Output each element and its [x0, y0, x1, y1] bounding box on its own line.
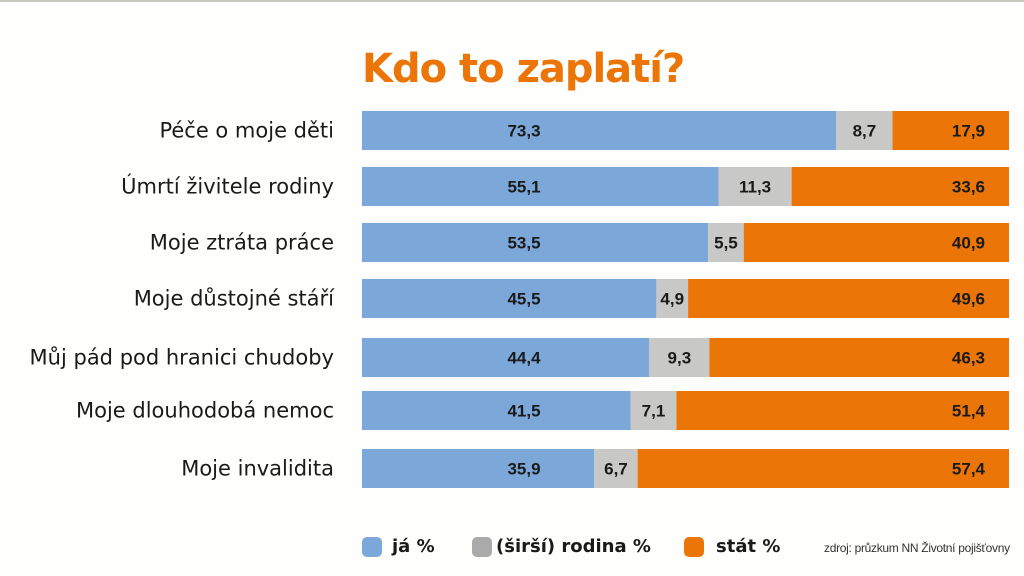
bar-stat-muj-pad-pod-hranici-chudoby: [709, 338, 1009, 377]
value-label-sirsi-rodina-umrti-zivitele-rodiny: 11,3: [739, 178, 771, 197]
legend-item-rodina: (širší) rodina %: [472, 536, 651, 557]
bar-stat-moje-invalidita: [637, 449, 1009, 488]
legend-label-stat: stát %: [716, 536, 781, 557]
value-label-ja-umrti-zivitele-rodiny: 55,1: [507, 178, 540, 197]
value-label-ja-moje-dustojne-stari: 45,5: [507, 290, 540, 309]
bar-sirsi-rodina-moje-dlouhodoba-nemoc: [630, 391, 677, 430]
value-label-sirsi-rodina-pece-o-moje-deti: 8,7: [853, 122, 877, 141]
bar-ja-pece-o-moje-deti: [362, 111, 837, 150]
bar-ja-moje-invalidita: [362, 449, 595, 488]
value-label-sirsi-rodina-moje-dustojne-stari: 4,9: [660, 290, 684, 309]
value-label-ja-moje-invalidita: 35,9: [507, 460, 540, 479]
legend: já % (širší) rodina % stát %: [362, 536, 1024, 560]
bar-stat-moje-ztrata-prace: [743, 223, 1009, 262]
legend-item-stat: stát %: [684, 536, 780, 557]
bar-sirsi-rodina-moje-ztrata-prace: [708, 223, 744, 262]
bar-stat-pece-o-moje-deti: [892, 111, 1009, 150]
value-label-sirsi-rodina-muj-pad-pod-hranici-chudoby: 9,3: [668, 349, 692, 368]
bar-sirsi-rodina-moje-dustojne-stari: [656, 279, 689, 318]
value-label-sirsi-rodina-moje-ztrata-prace: 5,5: [714, 234, 738, 253]
value-label-ja-muj-pad-pod-hranici-chudoby: 44,4: [507, 349, 541, 368]
value-label-sirsi-rodina-moje-invalidita: 6,7: [604, 460, 628, 479]
value-label-ja-pece-o-moje-deti: 73,3: [507, 122, 540, 141]
value-label-stat-pece-o-moje-deti: 17,9: [952, 122, 985, 141]
value-label-stat-moje-invalidita: 57,4: [952, 460, 986, 479]
bar-ja-moje-ztrata-prace: [362, 223, 709, 262]
value-label-stat-umrti-zivitele-rodiny: 33,6: [952, 178, 985, 197]
value-label-stat-muj-pad-pod-hranici-chudoby: 46,3: [952, 349, 985, 368]
value-label-stat-moje-dustojne-stari: 49,6: [952, 290, 985, 309]
bar-sirsi-rodina-moje-invalidita: [594, 449, 638, 488]
legend-item-ja: já %: [362, 536, 435, 557]
bar-sirsi-rodina-umrti-zivitele-rodiny: [718, 167, 792, 206]
bar-ja-umrti-zivitele-rodiny: [362, 167, 719, 206]
top-border: [0, 0, 1024, 2]
category-label-moje-invalidita: Moje invalidita: [181, 457, 334, 481]
value-label-ja-moje-ztrata-prace: 53,5: [507, 234, 540, 253]
bar-ja-moje-dlouhodoba-nemoc: [362, 391, 631, 430]
legend-label-ja: já %: [392, 536, 435, 557]
legend-swatch-stat: [684, 536, 704, 557]
chart-title: Kdo to zaplatí?: [362, 46, 685, 92]
category-label-moje-dustojne-stari: Moje důstojné stáří: [134, 287, 335, 311]
category-label-moje-ztrata-prace: Moje ztráta práce: [150, 231, 334, 255]
legend-swatch-ja: [362, 536, 382, 557]
category-label-umrti-zivitele-rodiny: Úmrtí živitele rodiny: [121, 174, 334, 199]
bar-stat-umrti-zivitele-rodiny: [791, 167, 1009, 206]
bar-ja-muj-pad-pod-hranici-chudoby: [362, 338, 650, 377]
category-label-moje-dlouhodoba-nemoc: Moje dlouhodobá nemoc: [76, 399, 334, 423]
category-label-muj-pad-pod-hranici-chudoby: Můj pád pod hranici chudoby: [30, 346, 334, 370]
bar-stat-moje-dlouhodoba-nemoc: [676, 391, 1009, 430]
bar-stat-moje-dustojne-stari: [688, 279, 1009, 318]
value-label-sirsi-rodina-moje-dlouhodoba-nemoc: 7,1: [642, 402, 666, 421]
value-label-ja-moje-dlouhodoba-nemoc: 41,5: [507, 402, 540, 421]
source-note: zdroj: průzkum NN Životní pojišťovny: [824, 541, 1010, 555]
bar-sirsi-rodina-muj-pad-pod-hranici-chudoby: [649, 338, 710, 377]
legend-swatch-rodina: [472, 536, 492, 557]
category-label-pece-o-moje-deti: Péče o moje děti: [159, 119, 334, 143]
bar-sirsi-rodina-pece-o-moje-deti: [836, 111, 893, 150]
legend-label-rodina: (širší) rodina %: [496, 536, 651, 557]
value-label-stat-moje-ztrata-prace: 40,9: [952, 234, 985, 253]
bar-ja-moje-dustojne-stari: [362, 279, 657, 318]
value-label-stat-moje-dlouhodoba-nemoc: 51,4: [952, 402, 986, 421]
